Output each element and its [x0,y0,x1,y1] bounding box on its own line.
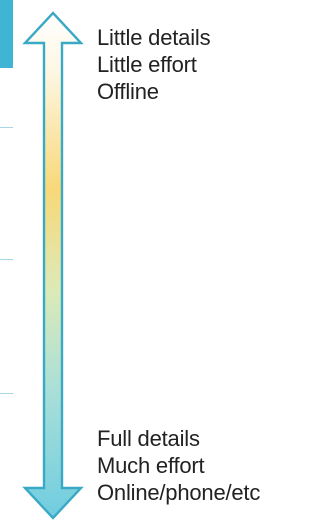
label-full-details: Full details [97,425,260,452]
top-end-labels: Little details Little effort Offline [97,24,210,105]
arrow-shape [25,13,81,518]
bottom-end-labels: Full details Much effort Online/phone/et… [97,425,260,506]
label-offline: Offline [97,78,210,105]
label-little-effort: Little effort [97,51,210,78]
label-online-phone-etc: Online/phone/etc [97,479,260,506]
label-little-details: Little details [97,24,210,51]
label-much-effort: Much effort [97,452,260,479]
